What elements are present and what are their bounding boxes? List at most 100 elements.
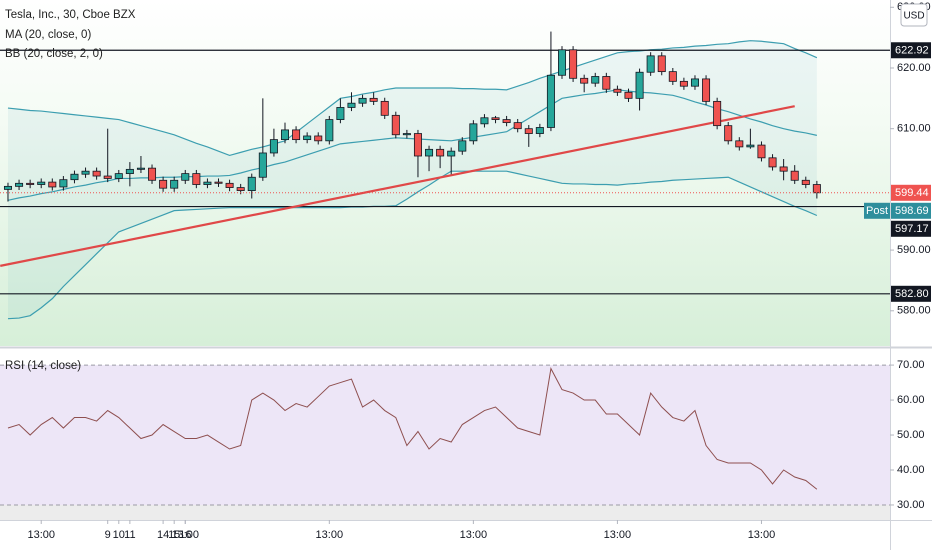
x-tick-label: 13:00 [748,529,776,541]
candle-body [801,179,810,185]
candle-body [480,117,489,125]
level-label: 622.92 [895,45,929,57]
candle-body [502,119,511,124]
candle-body [203,181,212,185]
candle-body [702,78,711,102]
y-tick-label: 50.00 [897,429,925,441]
candle-body [735,140,744,148]
candle-body [757,144,766,159]
candle-body [314,135,323,142]
legend-ma: MA (20, close, 0) [5,29,91,41]
candle-body [26,182,35,185]
y-tick-label: 610.00 [897,123,931,135]
candle-body [114,173,123,179]
candle-body [746,144,755,148]
candle-body [125,168,134,175]
candle-body [192,173,201,185]
level-label-box [891,220,931,237]
candle-body [159,179,168,189]
candle-body [247,176,256,192]
candle-body [347,102,356,108]
candle-body [181,173,190,181]
x-tick-label: 9 [105,529,111,541]
candle-body [812,184,821,194]
y-tick-label: 590.00 [897,244,931,256]
level-label-box [891,42,931,59]
candle-body [280,129,289,141]
candle-body [657,55,666,73]
y-tick-label: 620.00 [897,62,931,74]
ma-line [7,89,817,201]
level-label: 582.80 [895,288,929,300]
candle-body [425,148,434,157]
candle-body [170,179,179,189]
x-tick-label: 13:00 [460,529,488,541]
candle-body [679,80,688,87]
candle-body [269,139,278,154]
candle-body [15,182,24,187]
band-upper [7,40,818,157]
candle-body [325,119,334,142]
x-tick-label: 13:00 [316,529,344,541]
candle-body [635,71,644,99]
post-tag-box [864,202,890,219]
candle-body [624,91,633,99]
candle-body [214,181,223,184]
candle-body [591,76,600,84]
candle-body [546,74,555,128]
rsi-title: RSI (14, close) [5,360,81,372]
band-fill [7,40,817,319]
candle-body [358,97,367,104]
candle-body [690,78,699,87]
y-tick-label: 30.00 [897,499,925,511]
y-tick-label: 70.00 [897,359,925,371]
trendline [0,105,795,267]
candle-body [3,185,12,190]
candle-body [580,77,589,84]
candle-body [81,170,90,175]
x-tick-label: 16 [179,529,191,541]
candle-body [37,181,46,185]
x-tick-label: 14 [157,529,169,541]
candle-body [713,100,722,127]
candle-body [70,173,79,181]
post-price-label-box [891,202,931,219]
last-price-label: 599.44 [895,187,929,199]
x-tick-label: 10 [113,529,125,541]
candle-body [447,150,456,157]
candle-body [413,133,422,157]
candle-body [779,166,788,172]
y-tick-label: 40.00 [897,464,925,476]
candle-body [558,49,567,76]
candle-body [569,49,578,79]
candle-body [458,140,467,152]
candle-body [768,157,777,168]
y-tick-label: 580.00 [897,305,931,317]
candle-body [369,97,378,102]
candle-body [148,167,157,181]
currency: USD [903,11,924,22]
rsi-line [7,367,818,490]
candle-body [613,88,622,93]
post-price-label: 598.69 [895,205,929,217]
rsi-band [0,365,890,505]
currency-box[interactable] [900,3,928,27]
legend-bb: BB (20, close, 2, 0) [5,48,103,60]
last-price-label-box [891,184,931,201]
post-tag: Post [866,205,888,217]
candle-body [292,129,301,141]
band-lower [7,170,818,320]
candle-body [524,128,533,134]
candle-body [535,127,544,134]
candle-body [790,170,799,181]
backdrop-layer [0,40,890,520]
candle-body [491,117,500,120]
candle-body [602,76,611,90]
candle-body [225,182,234,188]
candle-body [513,122,522,130]
marks-layer [0,31,890,490]
candle-body [724,125,733,142]
candle-body [92,170,101,177]
candle-body [59,179,68,188]
